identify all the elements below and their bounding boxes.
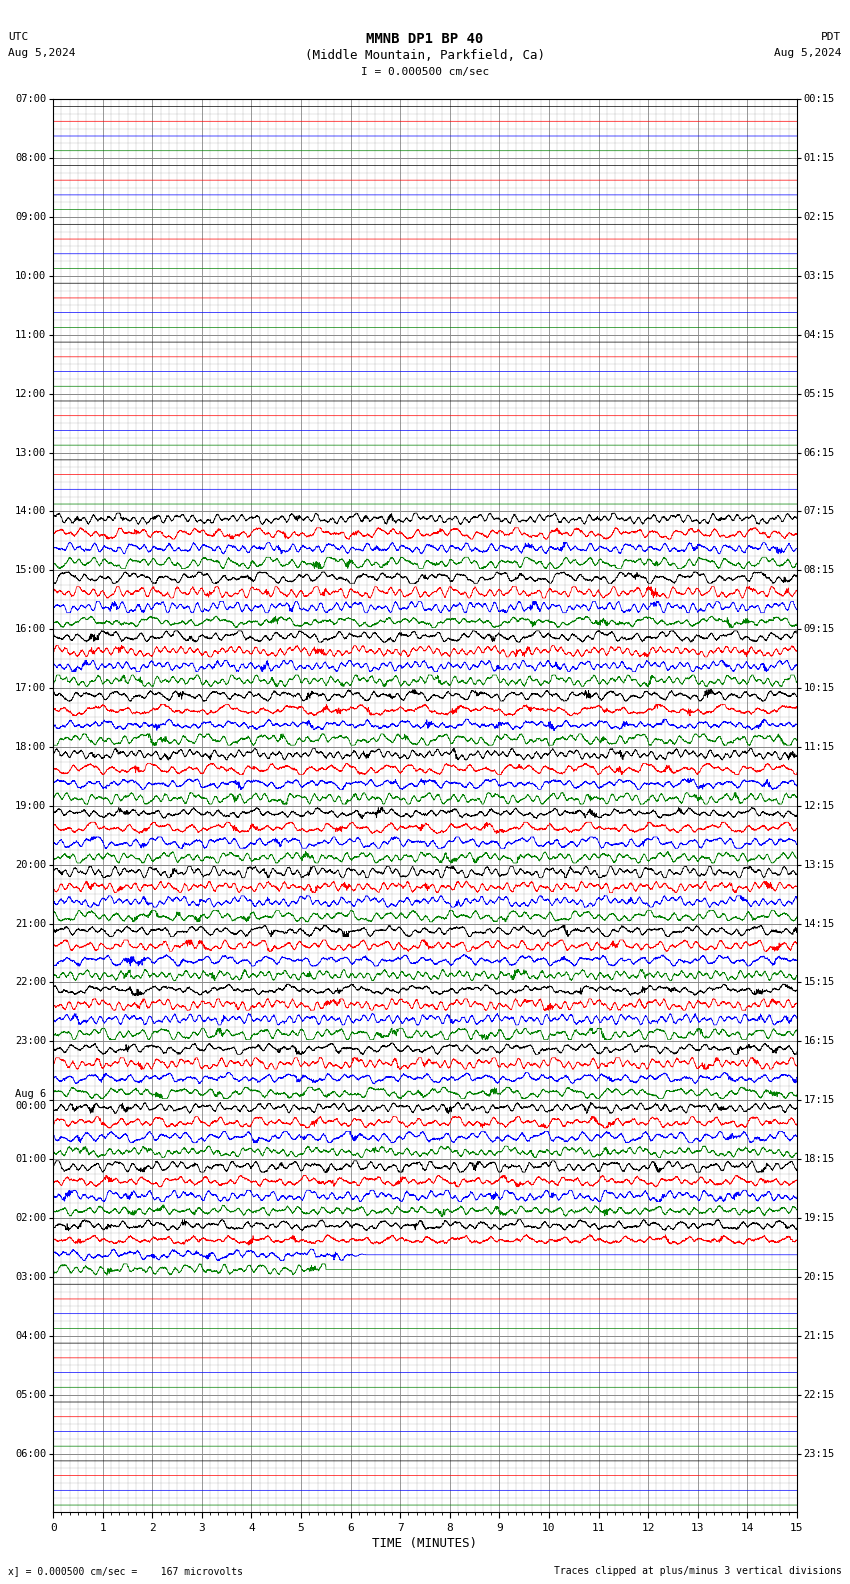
Text: I = 0.000500 cm/sec: I = 0.000500 cm/sec: [361, 67, 489, 76]
X-axis label: TIME (MINUTES): TIME (MINUTES): [372, 1536, 478, 1551]
Text: Aug 5,2024: Aug 5,2024: [8, 48, 76, 57]
Text: PDT: PDT: [821, 32, 842, 41]
Text: Aug 5,2024: Aug 5,2024: [774, 48, 842, 57]
Text: (Middle Mountain, Parkfield, Ca): (Middle Mountain, Parkfield, Ca): [305, 49, 545, 62]
Text: Traces clipped at plus/minus 3 vertical divisions: Traces clipped at plus/minus 3 vertical …: [553, 1567, 842, 1576]
Text: x] = 0.000500 cm/sec =    167 microvolts: x] = 0.000500 cm/sec = 167 microvolts: [8, 1567, 243, 1576]
Text: MMNB DP1 BP 40: MMNB DP1 BP 40: [366, 32, 484, 46]
Text: UTC: UTC: [8, 32, 29, 41]
